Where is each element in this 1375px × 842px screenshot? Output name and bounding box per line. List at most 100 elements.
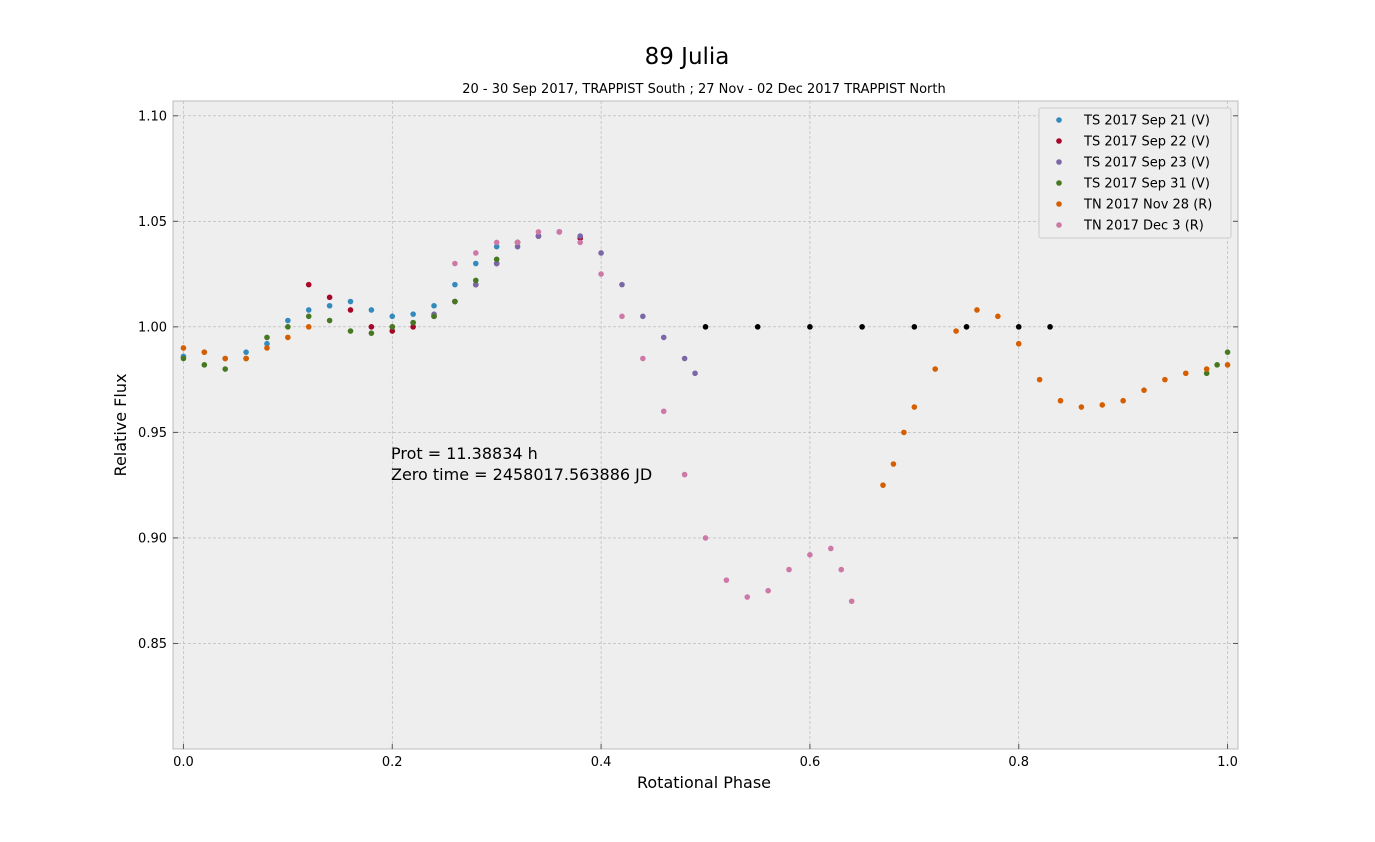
data-point: [692, 370, 698, 377]
data-point: [326, 294, 333, 301]
data-point: [1214, 362, 1220, 368]
data-point: [368, 330, 375, 336]
data-point: [389, 328, 396, 334]
x-tick-label: 0.0: [173, 755, 194, 770]
data-point: [807, 324, 813, 330]
grid: [173, 101, 1238, 749]
data-point: [598, 271, 604, 277]
data-point: [827, 545, 834, 552]
data-point: [660, 334, 667, 341]
data-point: [765, 587, 771, 594]
x-tick-label: 1.0: [1217, 755, 1238, 770]
data-point: [452, 281, 458, 288]
data-point: [201, 349, 208, 355]
data-point: [859, 324, 865, 330]
data-point: [472, 250, 479, 256]
data-point: [838, 566, 845, 573]
data-point: [1182, 370, 1189, 377]
y-tick-label: 0.90: [138, 531, 167, 546]
data-point: [452, 260, 458, 267]
data-point: [901, 429, 907, 436]
annotation-period: Prot = 11.38834 h: [391, 444, 538, 463]
series-4: [180, 307, 1231, 488]
x-tick-label: 0.8: [1008, 755, 1029, 770]
x-tick-label: 0.2: [382, 755, 403, 770]
legend-box: [1038, 107, 1232, 239]
data-point: [472, 281, 479, 288]
data-point: [1099, 402, 1106, 408]
data-point: [493, 256, 500, 263]
data-point: [285, 334, 291, 341]
data-point: [347, 328, 354, 334]
data-point: [222, 355, 229, 362]
data-point: [431, 313, 437, 320]
y-tick-label: 0.85: [138, 637, 167, 652]
data-point: [347, 298, 354, 305]
y-tick-label: 1.05: [138, 215, 167, 230]
data-point: [963, 324, 970, 330]
legend-marker: [1056, 222, 1062, 228]
data-points: [180, 229, 1231, 605]
y-tick-label: 1.10: [138, 109, 167, 124]
data-point: [1224, 349, 1231, 355]
data-point: [285, 317, 291, 324]
axis-ticks: 0.0 0.2 0.4 0.6 0.8 1.0 0.85 0.90 0.95 1.00 1.05 1.…: [138, 109, 1238, 770]
data-point: [222, 366, 229, 372]
legend-label: TS 2017 Sep 31 (V): [1083, 177, 1210, 192]
data-point: [493, 260, 500, 267]
data-point: [410, 319, 416, 326]
data-point: [410, 311, 416, 317]
data-point: [911, 404, 918, 410]
chart-title: 89 Julia: [645, 44, 730, 70]
data-point: [243, 349, 249, 355]
data-point: [535, 229, 542, 235]
series-5: [452, 229, 855, 605]
data-point: [201, 362, 208, 368]
data-point: [702, 324, 709, 330]
data-point: [681, 355, 688, 362]
data-point: [326, 302, 333, 309]
data-point: [598, 250, 604, 256]
data-point: [305, 313, 312, 320]
data-point: [619, 313, 625, 320]
data-point: [305, 281, 312, 288]
data-point: [911, 324, 918, 330]
data-point: [807, 552, 813, 558]
data-point: [1120, 397, 1126, 404]
chart-subtitle: 20 - 30 Sep 2017, TRAPPIST South ; 27 No…: [462, 82, 945, 97]
data-point: [180, 345, 187, 351]
data-point: [243, 355, 249, 362]
data-point: [890, 461, 897, 467]
x-tick-label: 0.6: [800, 755, 821, 770]
data-point: [264, 334, 270, 341]
data-point: [953, 328, 959, 334]
data-point: [264, 340, 270, 347]
data-point: [754, 324, 761, 330]
data-point: [368, 307, 375, 313]
data-point: [180, 355, 187, 362]
data-point: [577, 233, 584, 239]
data-point: [932, 366, 939, 372]
data-point: [702, 535, 709, 541]
legend-marker: [1056, 138, 1062, 144]
data-point: [285, 324, 291, 330]
legend: TS 2017 Sep 21 (V) TS 2017 Sep 22 (V) TS 2…: [1038, 107, 1232, 239]
data-point: [472, 277, 479, 284]
data-point: [493, 239, 500, 246]
data-point: [1203, 370, 1210, 377]
data-point: [681, 471, 688, 478]
legend-label: TN 2017 Dec 3 (R): [1083, 219, 1204, 234]
data-point: [326, 317, 333, 324]
data-point: [640, 313, 646, 320]
legend-marker: [1056, 180, 1062, 186]
data-point: [305, 307, 312, 313]
legend-label: TS 2017 Sep 23 (V): [1083, 156, 1210, 171]
data-point: [389, 313, 396, 320]
data-point: [640, 355, 646, 362]
data-point: [410, 324, 416, 330]
legend-label: TS 2017 Sep 22 (V): [1083, 135, 1210, 150]
data-point: [1036, 376, 1043, 383]
data-point: [305, 324, 312, 330]
data-point: [1078, 404, 1085, 410]
